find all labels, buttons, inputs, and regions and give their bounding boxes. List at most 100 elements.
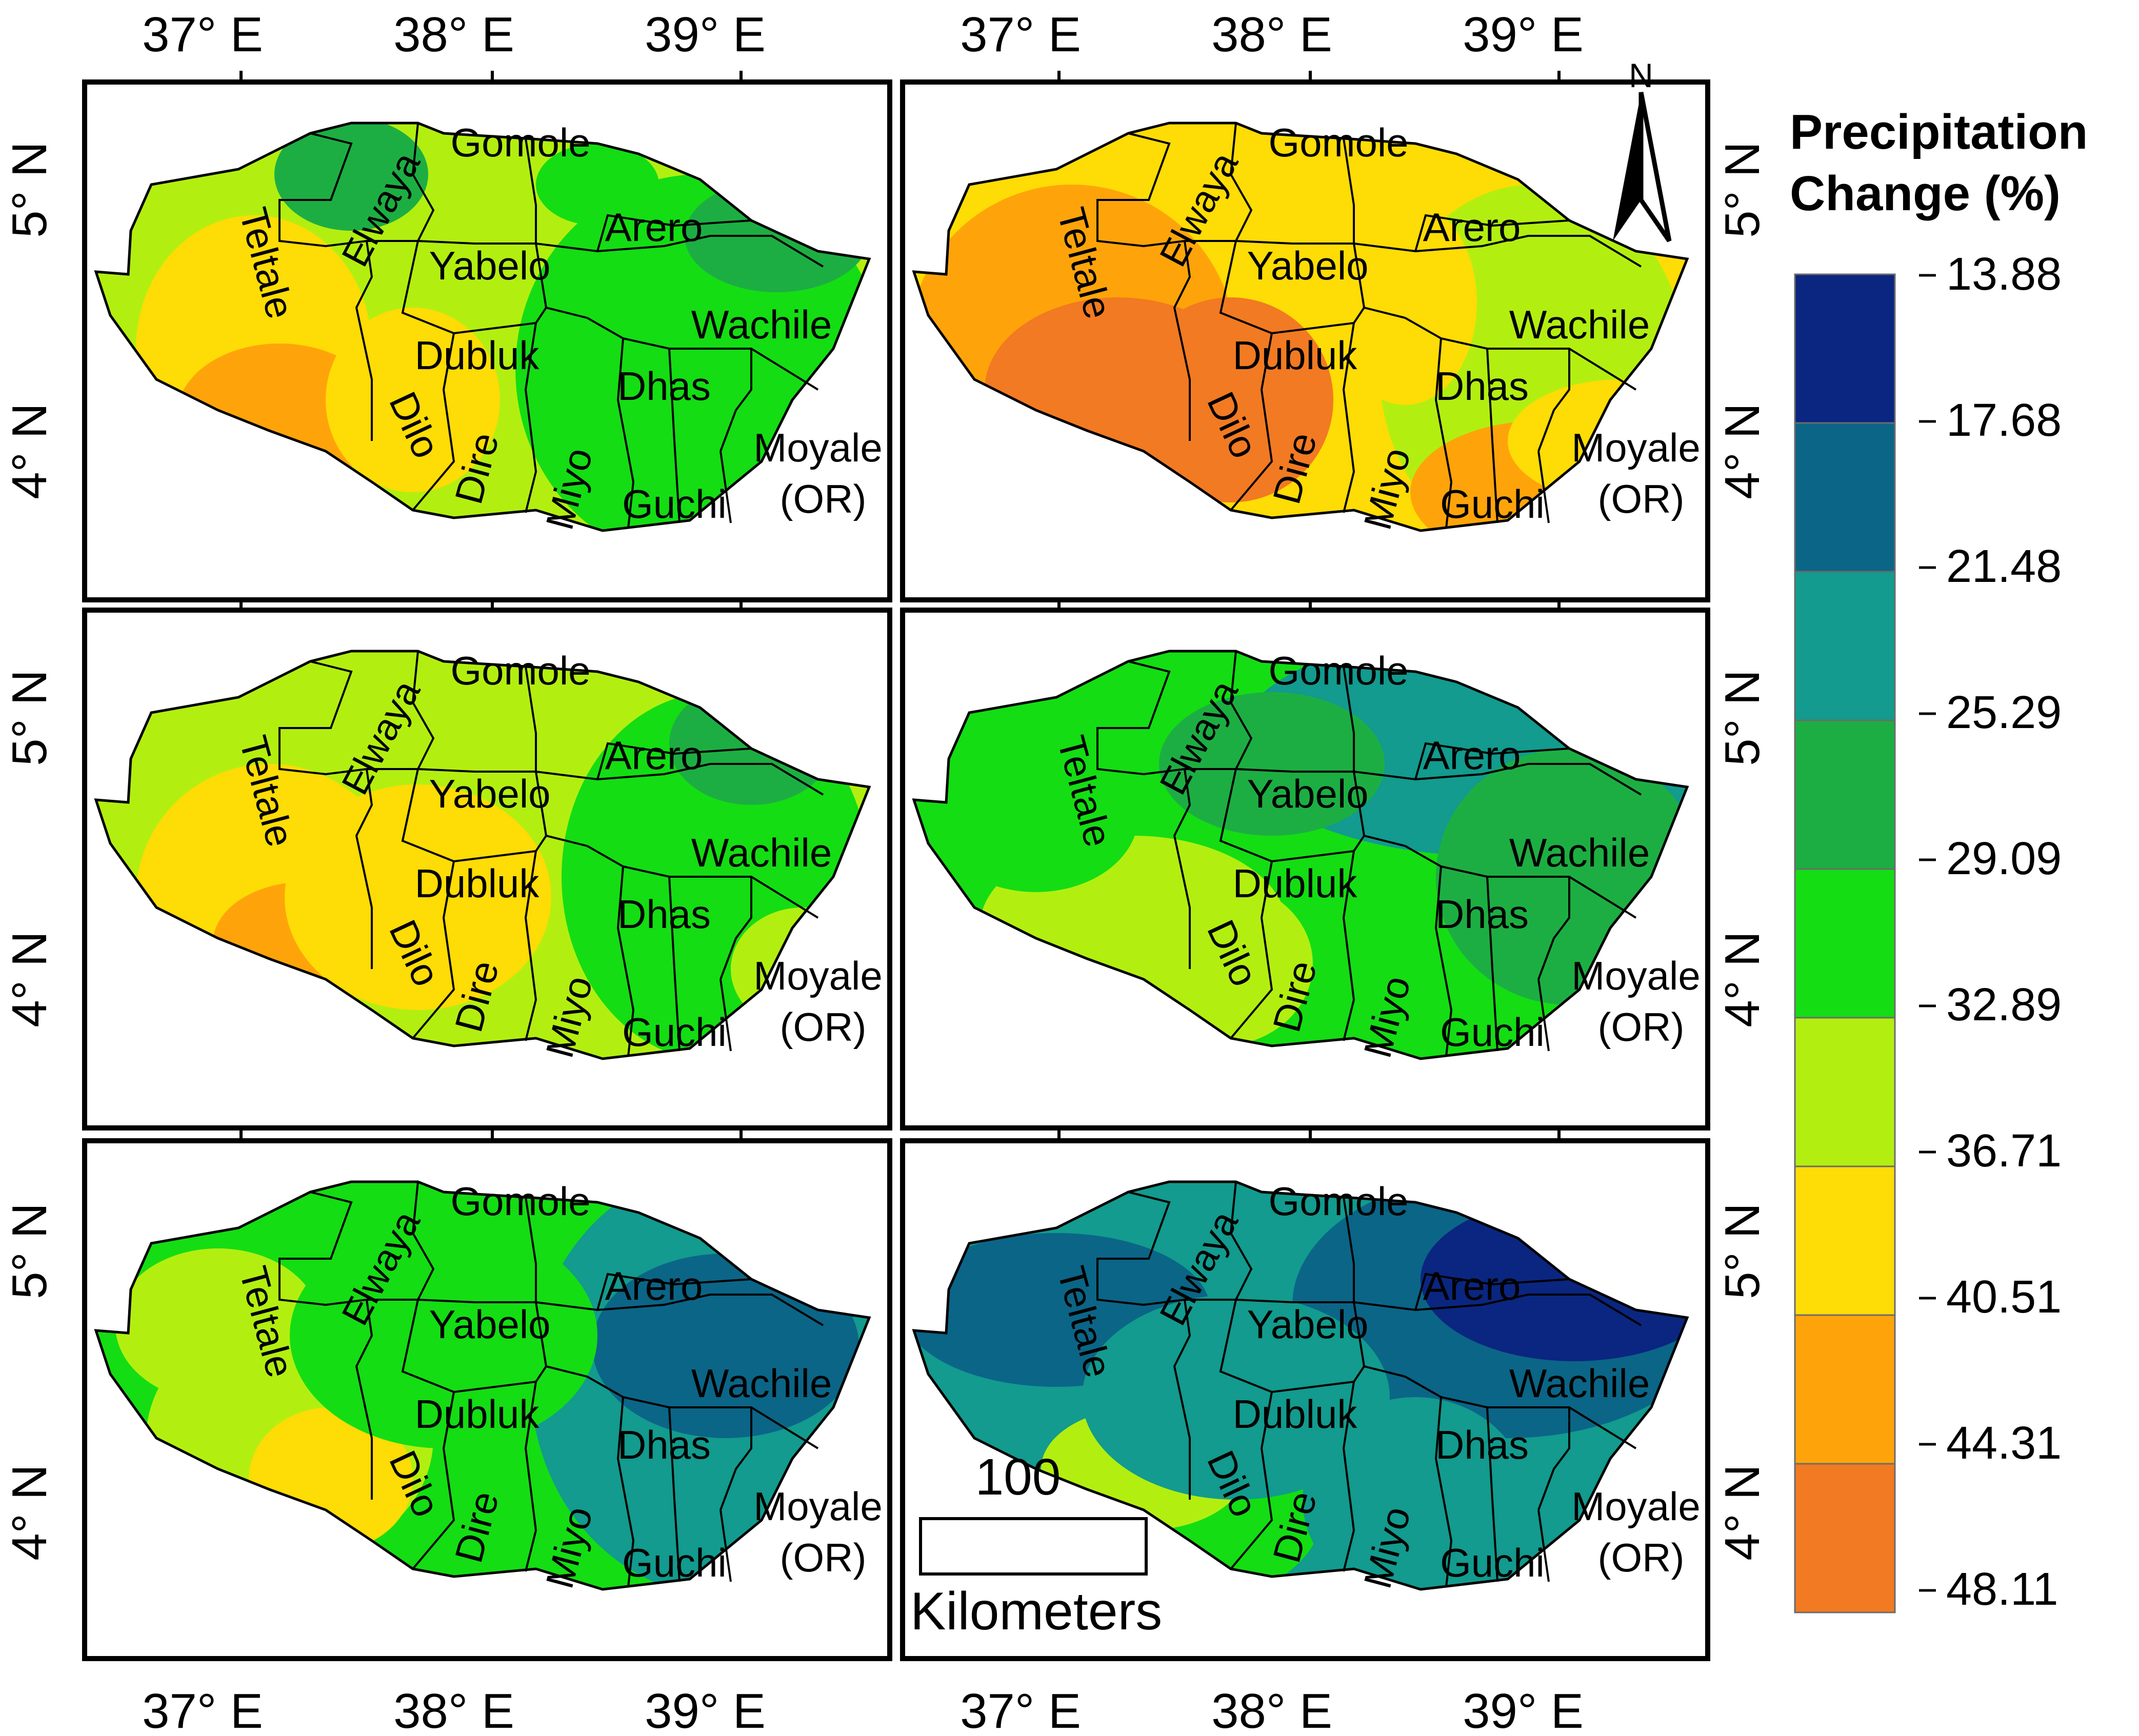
district-label: Moyale	[753, 1484, 882, 1529]
precipitation-zone	[536, 144, 659, 226]
district-label: Yabelo	[1247, 771, 1368, 816]
precipitation-zone	[1159, 692, 1385, 836]
latitude-label-right: 5° N	[1715, 670, 1770, 766]
district-label: (OR)	[780, 476, 867, 521]
legend-color-classes	[1794, 273, 1896, 1613]
district-label: Arero	[605, 1263, 703, 1308]
district-label: Dubluk	[415, 861, 540, 906]
precipitation-zone	[592, 1254, 859, 1438]
district-boundary	[1230, 1391, 1273, 1570]
district-boundary	[411, 123, 536, 245]
legend-label: 25.29	[1946, 687, 2062, 738]
district-boundary	[1229, 1181, 1354, 1303]
legend: Precipitation Change (%) 13.88 17.68 21.48…	[1790, 105, 2088, 1615]
district-boundary	[1486, 1407, 1498, 1582]
district-label: Yabelo	[429, 771, 550, 816]
district-boundary	[278, 132, 418, 248]
district-boundary	[1434, 338, 1453, 529]
district-label: Wachile	[691, 1361, 832, 1406]
legend-title-line2: Change (%)	[1790, 166, 2061, 221]
precipitation-zone	[274, 123, 428, 231]
district-boundary	[719, 1407, 752, 1510]
longitude-label-top: 37° E	[960, 7, 1081, 62]
longitude-label-top: 37° E	[142, 7, 263, 62]
north-arrow: N	[1613, 56, 1672, 243]
right-latitude-labels: 5° N 4° N 5° N 4° N 5° N 4° N	[1715, 142, 1770, 1561]
district-boundary	[1229, 651, 1354, 773]
district-boundary	[719, 349, 752, 452]
legend-label: 32.89	[1946, 979, 2062, 1031]
district-label: Yabelo	[429, 243, 550, 288]
district-boundary	[1486, 876, 1498, 1052]
district-boundary	[525, 666, 547, 836]
district-boundary	[1486, 348, 1498, 523]
district-boundary	[1414, 214, 1570, 252]
district-label: (OR)	[780, 1535, 867, 1580]
precipitation-zone	[285, 784, 551, 1010]
district-boundary	[525, 1197, 547, 1367]
district-boundary	[412, 1391, 455, 1570]
district-boundary	[1229, 123, 1354, 245]
district-boundary	[524, 851, 537, 1041]
district-boundary	[719, 877, 752, 980]
district-label: Wachile	[1509, 302, 1650, 347]
district-boundary	[535, 235, 824, 268]
legend-label: 48.11	[1946, 1564, 2058, 1615]
latitude-label-right: 5° N	[1715, 1203, 1770, 1299]
district-boundary	[535, 1294, 824, 1326]
district-boundary	[411, 651, 536, 773]
district-label: Dhas	[1435, 364, 1529, 409]
district-boundary	[1096, 1191, 1236, 1306]
district-label: Guchi	[1440, 481, 1545, 527]
district-boundary	[524, 1381, 537, 1572]
latitude-label-left: 5° N	[2, 670, 57, 766]
longitude-label-bottom: 39° E	[1463, 1684, 1584, 1736]
longitude-label-top: 39° E	[645, 7, 766, 62]
district-boundary	[1537, 1509, 1550, 1582]
district-boundary	[278, 660, 418, 776]
district-label: Guchi	[1440, 1540, 1545, 1585]
district-boundary	[668, 876, 681, 1052]
district-boundary	[355, 769, 373, 969]
district-label: Arero	[605, 733, 703, 778]
top-longitude-labels: 37° E 38° E 39° E 37° E 38° E 39° E	[142, 7, 1584, 62]
district-boundary	[1537, 349, 1570, 452]
district-label: Dhas	[617, 364, 711, 409]
district-label: Arero	[1423, 733, 1521, 778]
district-boundary	[1537, 1407, 1570, 1510]
longitude-label-top: 39° E	[1463, 7, 1584, 62]
district-boundary	[719, 979, 732, 1052]
north-arrow-label: N	[1629, 56, 1653, 94]
legend-swatch	[1794, 868, 1896, 1019]
longitude-label-bottom: 39° E	[645, 1684, 766, 1736]
district-label: Yabelo	[429, 1302, 550, 1347]
district-label: Guchi	[1440, 1010, 1545, 1055]
district-label: Wachile	[691, 830, 832, 875]
district-label: Wachile	[1509, 830, 1650, 875]
district-boundary	[1537, 877, 1570, 980]
district-boundary	[355, 240, 373, 441]
district-label: Moyale	[753, 425, 882, 470]
district-label: Gomole	[1268, 120, 1408, 165]
longitude-label-bottom: 37° E	[960, 1684, 1081, 1736]
scale-bar: 100 Kilometers	[910, 1448, 1162, 1641]
district-boundary	[1353, 235, 1642, 268]
district-label: Dhas	[1435, 1422, 1529, 1467]
legend-label: 29.09	[1946, 833, 2062, 884]
district-boundary	[1343, 1197, 1365, 1367]
district-boundary	[596, 742, 752, 780]
longitude-label-top: 38° E	[393, 7, 514, 62]
district-label: Dubluk	[1233, 1391, 1358, 1437]
district-boundary	[1343, 666, 1365, 836]
district-boundary	[719, 451, 732, 523]
district-label: Dhas	[617, 892, 711, 937]
district-label: (OR)	[1598, 1004, 1685, 1049]
legend-labels: 13.88 17.68 21.48 25.29 29.09 32.89 36.71 40.51…	[1919, 249, 2062, 1615]
precipitation-zone	[1333, 200, 1477, 405]
scale-bar-box	[919, 1517, 1148, 1576]
district-label: (OR)	[780, 1004, 867, 1049]
